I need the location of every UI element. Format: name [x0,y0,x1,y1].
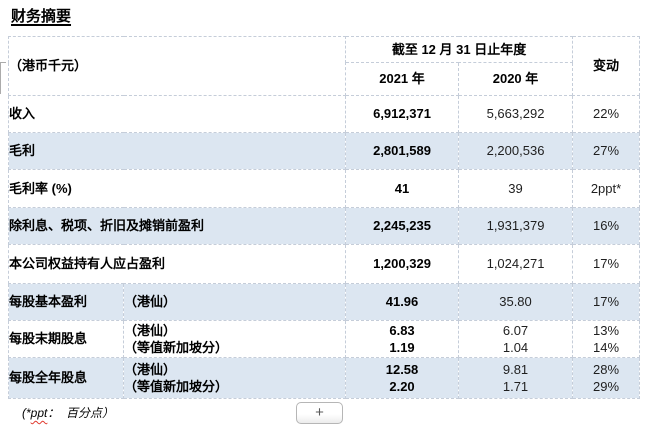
text-frame-corner-mark [0,62,6,94]
value-line: 6.83 [389,323,415,338]
value-line: 28% [593,362,620,377]
value-2021: 2,801,589 [345,132,460,170]
table-row-final-dividend: 每股末期股息 （港仙） （等值新加坡分） 6.83 1.19 6.07 1.04… [8,320,641,358]
plus-icon: + [315,404,324,421]
column-header-2021: 2021 年 [345,62,460,96]
value-2021: 2,245,235 [345,207,460,245]
change-value: 27% [572,132,641,170]
page-title: 财务摘要 [11,8,72,25]
row-label: 每股末期股息 [8,320,124,358]
value-2021: 12.58 2.20 [345,357,460,399]
table-row-full-year-dividend: 每股全年股息 （港仙） （等值新加坡分） 12.58 2.20 9.81 1.7… [8,357,641,399]
value-2021: 41 [345,169,460,208]
value-2020: 9.81 1.71 [458,357,574,399]
table-row-ebitda: 除利息、税项、折旧及摊销前盈利 2,245,235 1,931,379 16% [7,207,641,245]
footnote-misspelled-word: ppt [30,406,48,420]
change-value: 17% [572,244,641,284]
footnote-prefix: (* [22,406,31,420]
footnote: (*ppt： 百分点） [22,404,114,421]
value-2020: 2,200,536 [458,132,574,170]
value-2020: 5,663,292 [458,95,574,133]
row-label: 毛利率 (%) [7,169,347,208]
currency-unit-header: （港币千元） [7,36,347,96]
value-2020: 6.07 1.04 [458,320,574,358]
unit-line-hk-cents: （港仙） [124,323,177,338]
row-unit-label: （港仙） （等值新加坡分） [122,320,347,358]
value-line: 1.04 [502,340,529,355]
value-line: 9.81 [502,362,529,377]
change-value: 22% [572,95,641,133]
add-table-row-button[interactable]: + [296,402,343,424]
column-header-2020: 2020 年 [458,62,574,96]
value-line: 29% [593,379,620,394]
row-unit-label: （港仙） （等值新加坡分） [122,357,347,399]
table-row-gross-margin: 毛利率 (%) 41 39 2ppt* [7,169,641,208]
table-row-basic-eps: 每股基本盈利 （港仙） 41.96 35.80 17% [8,283,641,321]
value-2021: 1,200,329 [345,244,460,284]
row-label: 收入 [7,95,347,133]
change-value: 13% 14% [572,320,641,358]
row-label: 每股基本盈利 [8,283,124,321]
value-2020: 1,931,379 [458,207,574,245]
row-label: 除利息、税项、折旧及摊销前盈利 [7,207,347,245]
value-line: 12.58 [385,362,419,377]
value-2020: 35.80 [458,283,574,321]
unit-line-sg-cents: （等值新加坡分） [124,379,229,394]
unit-line-hk-cents: （港仙） [124,362,177,377]
table-row-revenue: 收入 6,912,371 5,663,292 22% [7,95,641,133]
change-column-header: 变动 [572,36,641,96]
value-2021: 41.96 [345,283,460,321]
header-row-period: （港币千元） 截至 12 月 31 日止年度 变动 [7,36,641,96]
unit-line-sg-cents: （等值新加坡分） [124,340,229,355]
table-row-gross-profit: 毛利 2,801,589 2,200,536 27% [7,132,641,170]
change-value: 2ppt* [572,169,641,208]
value-line: 13% [593,323,620,338]
row-label: 毛利 [7,132,347,170]
value-2020: 1,024,271 [458,244,574,284]
row-label: 本公司权益持有人应占盈利 [7,244,347,284]
change-value: 28% 29% [572,357,641,399]
value-line: 14% [593,340,620,355]
value-line: 6.07 [502,323,529,338]
header-row-years: 2021 年 2020 年 [9,62,640,96]
value-2021: 6,912,371 [345,95,460,133]
row-unit-label: （港仙） [122,283,347,321]
row-label: 每股全年股息 [8,357,124,399]
value-2020: 39 [458,169,574,208]
change-value: 17% [572,283,641,321]
financial-summary-table: （港币千元） 截至 12 月 31 日止年度 变动 2021 年 2020 年 … [7,36,641,399]
table-row-profit-attributable: 本公司权益持有人应占盈利 1,200,329 1,024,271 17% [7,244,641,284]
footnote-suffix: ： 百分点） [47,406,115,420]
period-header: 截至 12 月 31 日止年度 [345,36,574,63]
value-line: 1.71 [502,379,529,394]
value-line: 2.20 [389,379,415,394]
value-2021: 6.83 1.19 [345,320,460,358]
change-value: 16% [572,207,641,245]
value-line: 1.19 [389,340,415,355]
